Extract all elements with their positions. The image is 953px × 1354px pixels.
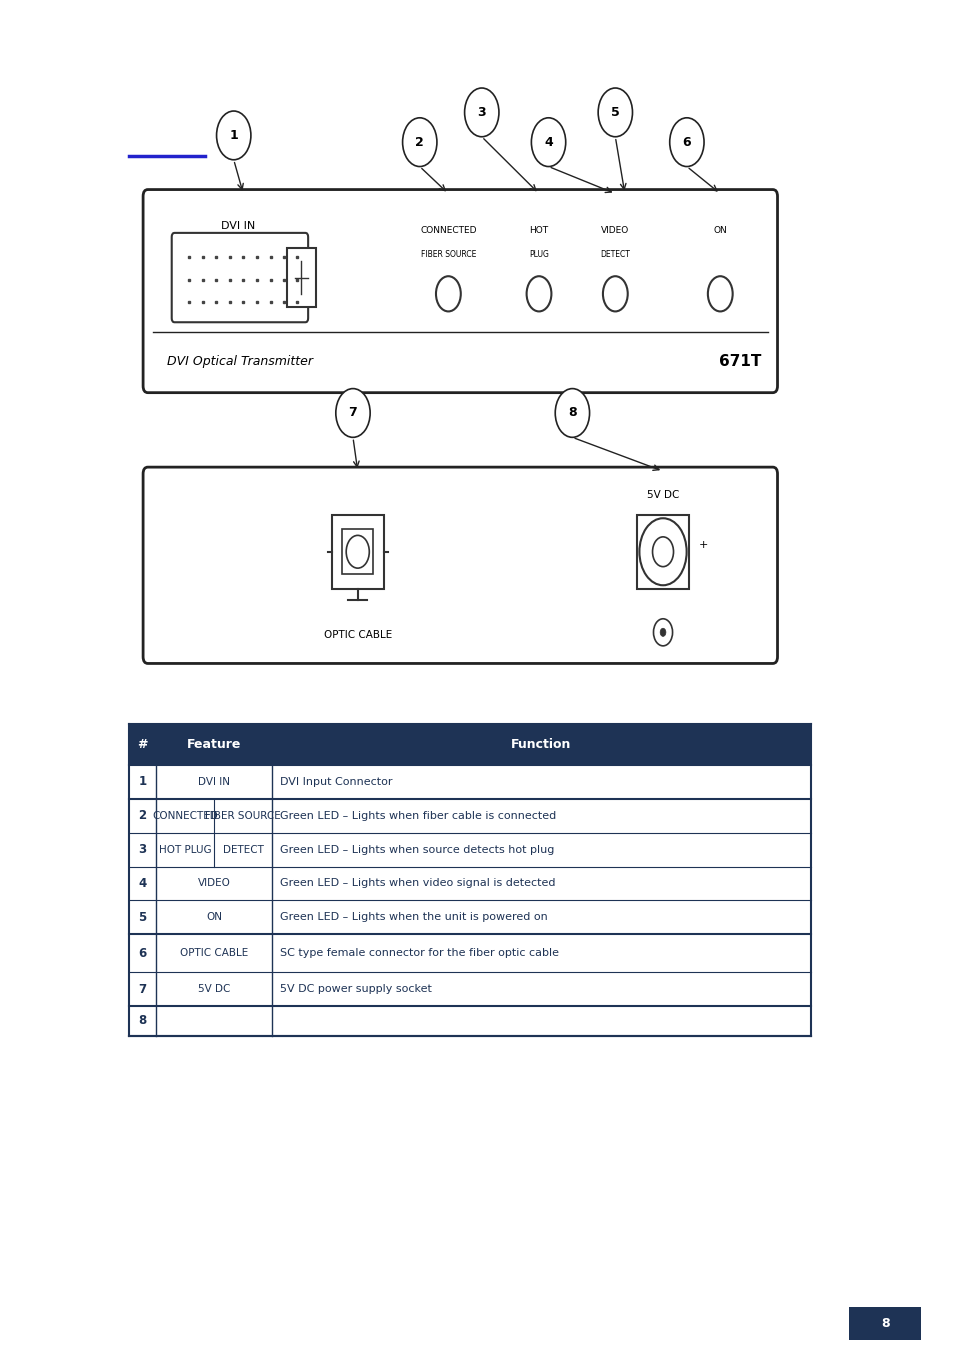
Text: 5: 5: [138, 911, 147, 923]
Text: DVI Optical Transmitter: DVI Optical Transmitter: [167, 355, 313, 368]
Text: FIBER SOURCE: FIBER SOURCE: [420, 250, 476, 260]
Circle shape: [335, 389, 370, 437]
Bar: [129, 1006, 810, 1036]
Text: 5V DC power supply socket: 5V DC power supply socket: [279, 984, 431, 994]
Text: Green LED – Lights when source detects hot plug: Green LED – Lights when source detects h…: [279, 845, 554, 854]
Bar: [129, 765, 810, 799]
Text: DVI IN: DVI IN: [221, 221, 255, 230]
Circle shape: [652, 536, 673, 566]
Circle shape: [436, 276, 460, 311]
Text: SC type female connector for the fiber optic cable: SC type female connector for the fiber o…: [279, 948, 558, 959]
Text: 1: 1: [229, 129, 238, 142]
Text: HOT PLUG: HOT PLUG: [158, 845, 212, 854]
Text: 4: 4: [138, 877, 147, 890]
Text: Feature: Feature: [187, 738, 241, 751]
Circle shape: [346, 535, 369, 569]
Circle shape: [531, 118, 565, 167]
Circle shape: [216, 111, 251, 160]
Bar: [129, 799, 810, 833]
FancyBboxPatch shape: [143, 467, 777, 663]
Text: OPTIC CABLE: OPTIC CABLE: [180, 948, 248, 959]
Text: #: #: [137, 738, 148, 751]
Text: 3: 3: [476, 106, 486, 119]
Circle shape: [598, 88, 632, 137]
Circle shape: [669, 118, 703, 167]
Text: 7: 7: [138, 983, 147, 995]
Circle shape: [707, 276, 732, 311]
Text: CONNECTED: CONNECTED: [152, 811, 217, 821]
Text: 4: 4: [543, 135, 553, 149]
Circle shape: [526, 276, 551, 311]
Bar: [848, 1307, 920, 1340]
Text: 5V DC: 5V DC: [197, 984, 230, 994]
Text: DVI Input Connector: DVI Input Connector: [279, 777, 392, 787]
Circle shape: [555, 389, 589, 437]
Text: 7: 7: [348, 406, 357, 420]
Text: 5: 5: [610, 106, 619, 119]
Circle shape: [659, 628, 665, 636]
Text: VIDEO: VIDEO: [197, 879, 231, 888]
Text: 6: 6: [681, 135, 691, 149]
Text: CONNECTED: CONNECTED: [419, 226, 476, 236]
Text: Function: Function: [511, 738, 571, 751]
FancyBboxPatch shape: [143, 190, 777, 393]
Bar: [637, 515, 688, 589]
Bar: [341, 529, 373, 574]
Bar: [129, 900, 810, 934]
Text: 671T: 671T: [719, 353, 760, 370]
Text: 3: 3: [138, 844, 147, 856]
Text: 6: 6: [138, 946, 147, 960]
Text: PLUG: PLUG: [529, 250, 548, 260]
Text: Green LED – Lights when fiber cable is connected: Green LED – Lights when fiber cable is c…: [279, 811, 556, 821]
Text: OPTIC CABLE: OPTIC CABLE: [323, 631, 392, 640]
Circle shape: [653, 619, 672, 646]
FancyBboxPatch shape: [172, 233, 308, 322]
Text: DETECT: DETECT: [222, 845, 263, 854]
Bar: [287, 248, 315, 307]
Text: Green LED – Lights when the unit is powered on: Green LED – Lights when the unit is powe…: [279, 913, 547, 922]
Bar: [129, 934, 810, 972]
Circle shape: [602, 276, 627, 311]
Text: 5V DC: 5V DC: [646, 490, 679, 500]
Text: DVI IN: DVI IN: [198, 777, 230, 787]
Text: HOT: HOT: [529, 226, 548, 236]
Text: 8: 8: [567, 406, 577, 420]
Circle shape: [464, 88, 498, 137]
Text: 2: 2: [138, 810, 147, 822]
Bar: [129, 867, 810, 900]
Bar: [331, 515, 383, 589]
Text: 8: 8: [880, 1317, 889, 1330]
Text: ON: ON: [206, 913, 222, 922]
Bar: [129, 972, 810, 1006]
Circle shape: [402, 118, 436, 167]
Text: 1: 1: [138, 776, 147, 788]
Text: DETECT: DETECT: [599, 250, 630, 260]
Text: VIDEO: VIDEO: [600, 226, 629, 236]
Text: FIBER SOURCE: FIBER SOURCE: [205, 811, 280, 821]
Text: +: +: [698, 540, 707, 550]
Text: 2: 2: [415, 135, 424, 149]
Bar: [129, 724, 810, 765]
Bar: [129, 833, 810, 867]
Text: Green LED – Lights when video signal is detected: Green LED – Lights when video signal is …: [279, 879, 555, 888]
Text: 8: 8: [138, 1014, 147, 1028]
Text: ON: ON: [713, 226, 726, 236]
Circle shape: [639, 519, 686, 585]
